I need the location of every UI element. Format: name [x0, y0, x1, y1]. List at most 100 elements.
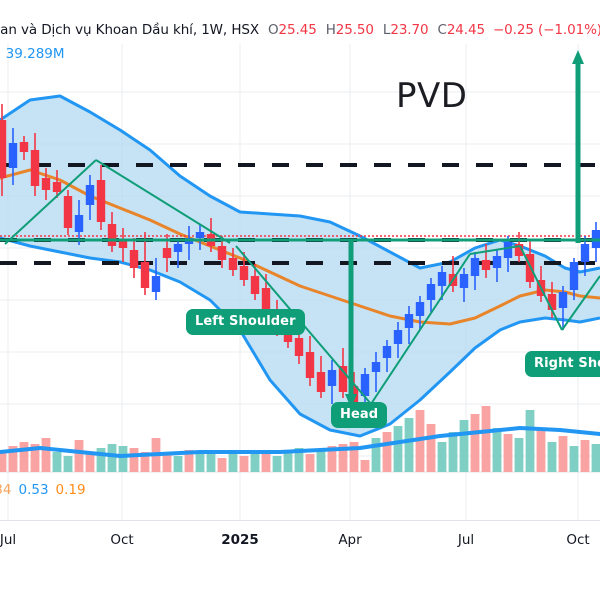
volume-bar[interactable]	[173, 456, 183, 472]
candle-body[interactable]	[96, 180, 106, 222]
pattern-trend-line[interactable]	[4, 159, 97, 245]
volume-bar[interactable]	[382, 432, 392, 472]
candle-body[interactable]	[426, 284, 436, 300]
volume-bar[interactable]	[338, 444, 348, 472]
macd-indicator-legend[interactable]: .34 0.53 0.19	[0, 482, 86, 498]
volume-bar[interactable]	[228, 452, 238, 472]
candle-body[interactable]	[459, 274, 469, 288]
volume-bar[interactable]	[404, 418, 414, 472]
candle-body[interactable]	[393, 330, 403, 344]
candle-body[interactable]	[85, 185, 95, 205]
candle-body[interactable]	[294, 338, 304, 356]
candle-body[interactable]	[173, 244, 183, 252]
volume-bar[interactable]	[63, 456, 73, 472]
candle-body[interactable]	[140, 262, 150, 288]
candle-body[interactable]	[404, 314, 414, 328]
volume-bar[interactable]	[8, 446, 18, 472]
candle-body[interactable]	[8, 143, 18, 168]
candle-body[interactable]	[514, 244, 524, 256]
volume-bar[interactable]	[393, 426, 403, 472]
chart-canvas[interactable]	[0, 0, 600, 520]
candle-body[interactable]	[228, 258, 238, 270]
candle-body[interactable]	[0, 120, 7, 178]
volume-bar[interactable]	[503, 434, 513, 472]
candle-body[interactable]	[41, 178, 51, 190]
volume-bar[interactable]	[19, 442, 29, 472]
volume-bar[interactable]	[129, 448, 139, 472]
volume-bar[interactable]	[96, 448, 106, 472]
candle-body[interactable]	[547, 294, 557, 310]
pattern-trend-line[interactable]	[519, 245, 563, 331]
volume-bar[interactable]	[140, 452, 150, 472]
candle-body[interactable]	[492, 256, 502, 268]
volume-bar[interactable]	[239, 456, 249, 472]
pattern-trend-line[interactable]	[370, 253, 471, 405]
volume-bar[interactable]	[547, 442, 557, 472]
volume-bar[interactable]	[41, 438, 51, 472]
candle-body[interactable]	[107, 224, 117, 246]
candle-body[interactable]	[74, 215, 84, 232]
annotation-right-shoulder[interactable]: Right Sho	[525, 351, 600, 377]
candle-body[interactable]	[250, 276, 260, 294]
candle-body[interactable]	[151, 276, 161, 292]
volume-bar[interactable]	[195, 452, 205, 472]
volume-bar[interactable]	[162, 454, 172, 472]
candle-body[interactable]	[19, 142, 29, 152]
candle-body[interactable]	[305, 352, 315, 378]
candle-body[interactable]	[382, 346, 392, 358]
symbol-title[interactable]: oan và Dịch vụ Khoan Dầu khí, 1W, HSX	[0, 22, 259, 38]
x-axis[interactable]: Jul Oct 2025 Apr Jul Oct	[0, 520, 600, 561]
pattern-trend-line[interactable]	[469, 245, 521, 255]
candle-body[interactable]	[503, 242, 513, 258]
volume-bar[interactable]	[184, 450, 194, 472]
volume-bar[interactable]	[558, 436, 568, 472]
volume-bar[interactable]	[85, 454, 95, 472]
candle-body[interactable]	[481, 260, 491, 270]
volume-bar[interactable]	[118, 446, 128, 472]
candle-body[interactable]	[52, 182, 62, 192]
annotation-left-shoulder[interactable]: Left Shoulder	[186, 309, 305, 335]
volume-bar[interactable]	[360, 460, 370, 472]
volume-bar[interactable]	[448, 432, 458, 472]
volume-bar[interactable]	[371, 438, 381, 472]
volume-bar[interactable]	[327, 446, 337, 472]
candle-body[interactable]	[118, 240, 128, 248]
volume-bar[interactable]	[481, 406, 491, 472]
candle-body[interactable]	[63, 196, 73, 228]
volume-bar[interactable]	[459, 420, 469, 472]
candle-body[interactable]	[569, 262, 579, 290]
volume-bar[interactable]	[217, 458, 227, 472]
annotation-head[interactable]: Head	[331, 402, 388, 428]
pattern-trend-line[interactable]	[95, 159, 231, 244]
volume-bar[interactable]	[107, 444, 117, 472]
candle-body[interactable]	[360, 374, 370, 396]
candle-body[interactable]	[316, 372, 326, 392]
volume-bar[interactable]	[349, 442, 359, 472]
volume-bar[interactable]	[591, 444, 600, 472]
volume-bar[interactable]	[580, 440, 590, 472]
volume-bar[interactable]	[492, 428, 502, 472]
volume-bar[interactable]	[74, 440, 84, 472]
chart-plot-area[interactable]	[0, 0, 600, 520]
volume-bar[interactable]	[250, 454, 260, 472]
candle-body[interactable]	[415, 302, 425, 316]
volume-bar[interactable]	[206, 454, 216, 472]
volume-bar[interactable]	[569, 446, 579, 472]
candle-body[interactable]	[239, 266, 249, 280]
volume-bar[interactable]	[525, 410, 535, 472]
volume-bar[interactable]	[272, 456, 282, 472]
volume-bar[interactable]	[470, 414, 480, 472]
volume-bar[interactable]	[316, 450, 326, 472]
volume-bar[interactable]	[294, 448, 304, 472]
candle-body[interactable]	[327, 370, 337, 386]
candle-body[interactable]	[371, 362, 381, 372]
candle-body[interactable]	[338, 366, 348, 392]
candle-body[interactable]	[580, 244, 590, 262]
volume-bar[interactable]	[30, 444, 40, 472]
volume-bar[interactable]	[52, 452, 62, 472]
volume-bar[interactable]	[305, 454, 315, 472]
candle-body[interactable]	[162, 248, 172, 258]
volume-bar[interactable]	[514, 438, 524, 472]
volume-bar[interactable]	[0, 450, 7, 472]
candle-body[interactable]	[217, 246, 227, 260]
